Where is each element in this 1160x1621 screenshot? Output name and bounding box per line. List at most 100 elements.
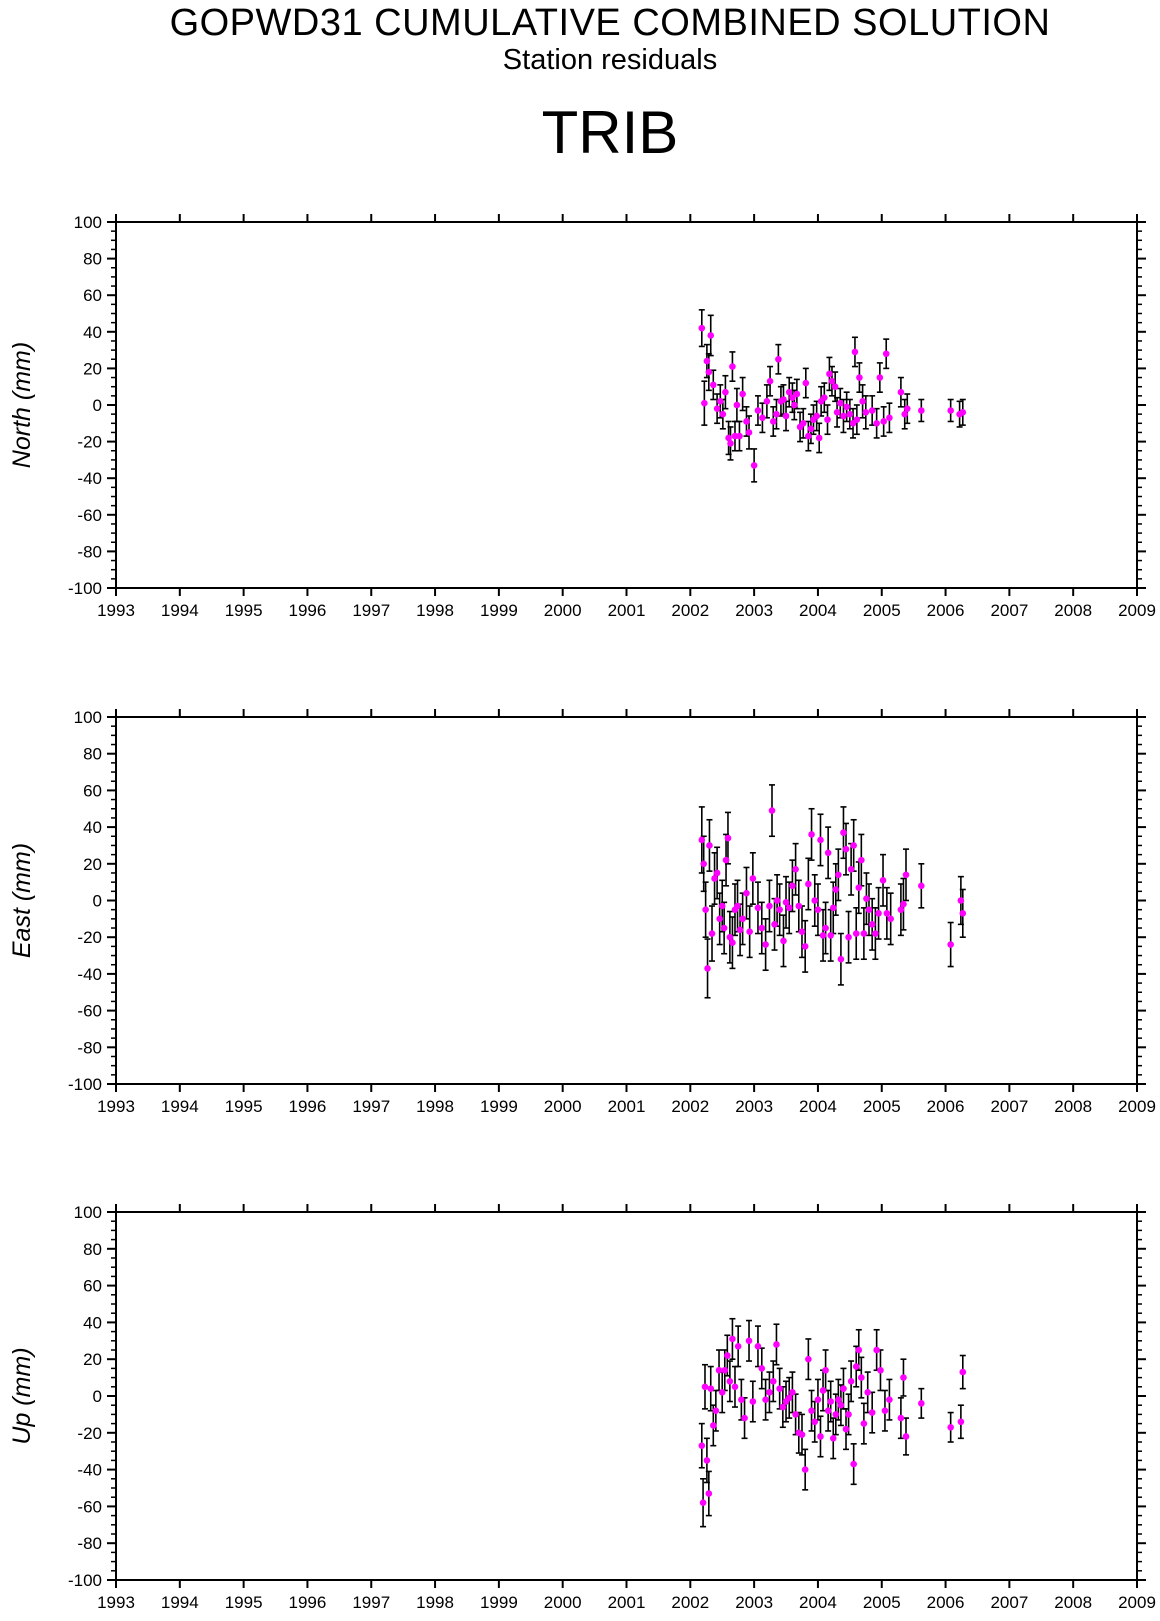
east-data-point xyxy=(789,882,796,890)
up-data-point xyxy=(758,1365,766,1372)
up-data-point xyxy=(827,1398,834,1405)
north-x-tick-label: 1998 xyxy=(416,601,454,620)
up-data-point xyxy=(726,1377,734,1385)
north-y-axis-label: North (mm) xyxy=(8,342,36,468)
up-data-point xyxy=(792,1411,799,1418)
up-data-point xyxy=(886,1396,893,1403)
east-data-point xyxy=(773,897,781,904)
east-data-point xyxy=(863,895,870,902)
up-data-point xyxy=(847,1377,855,1385)
up-data-point xyxy=(749,1398,757,1405)
north-data-point xyxy=(799,420,807,427)
east-data-point xyxy=(754,904,762,912)
up-y-tick-label: 0 xyxy=(93,1387,102,1406)
east-data-point xyxy=(868,921,876,928)
up-data-point xyxy=(900,1374,907,1381)
north-data-point xyxy=(918,407,925,414)
north-x-tick-label: 1994 xyxy=(161,601,199,620)
up-data-point xyxy=(842,1425,850,1433)
east-x-tick-label: 2004 xyxy=(799,1097,837,1116)
north-data-point xyxy=(763,398,771,405)
up-data-point xyxy=(902,1433,910,1440)
east-x-tick-label: 2002 xyxy=(671,1097,709,1116)
east-data-point xyxy=(918,882,925,890)
east-data-point xyxy=(845,933,852,941)
up-data-point xyxy=(738,1396,745,1403)
east-data-point xyxy=(817,836,824,844)
up-data-point xyxy=(699,1499,707,1507)
north-data-point xyxy=(709,381,717,389)
east-data-point xyxy=(808,831,815,838)
east-data-point xyxy=(771,921,778,928)
north-data-point xyxy=(903,405,911,412)
east-y-tick-label: 20 xyxy=(83,855,102,874)
east-data-point xyxy=(811,897,819,904)
north-y-tick-label: -20 xyxy=(77,433,102,452)
north-data-point xyxy=(805,432,812,440)
up-x-tick-label: 2003 xyxy=(735,1593,773,1612)
up-data-point xyxy=(801,1466,809,1473)
north-data-point xyxy=(868,407,876,414)
north-data-point xyxy=(782,412,790,420)
east-data-point xyxy=(749,875,757,882)
up-data-point xyxy=(817,1433,824,1440)
east-data-point xyxy=(860,930,868,937)
east-x-tick-label: 2008 xyxy=(1054,1097,1092,1116)
up-data-point xyxy=(829,1435,837,1442)
up-data-point xyxy=(957,1418,965,1426)
up-data-point xyxy=(766,1389,773,1396)
north-data-point xyxy=(713,405,721,412)
east-data-point xyxy=(729,939,736,947)
up-data-point xyxy=(709,1422,717,1429)
up-x-tick-label: 2001 xyxy=(608,1593,646,1612)
up-data-point xyxy=(864,1389,872,1396)
east-data-point xyxy=(822,924,829,932)
north-x-tick-label: 2001 xyxy=(608,601,646,620)
east-data-point xyxy=(883,910,891,917)
east-data-point xyxy=(726,933,734,941)
east-data-point xyxy=(702,906,709,913)
east-data-point xyxy=(805,880,812,888)
east-y-tick-label: -20 xyxy=(77,928,102,947)
north-y-tick-label: 60 xyxy=(83,286,102,305)
east-x-tick-label: 1993 xyxy=(97,1097,135,1116)
north-y-tick-label: 80 xyxy=(83,250,102,269)
up-x-tick-label: 1999 xyxy=(480,1593,518,1612)
north-y-tick-label: -80 xyxy=(77,542,102,561)
north-data-point xyxy=(897,388,905,396)
sub-title: Station residuals xyxy=(502,44,718,76)
east-data-point xyxy=(792,866,799,873)
east-data-point xyxy=(711,875,718,882)
up-x-tick-label: 2005 xyxy=(863,1593,901,1612)
up-data-point xyxy=(877,1366,884,1374)
east-x-tick-label: 1995 xyxy=(225,1097,263,1116)
north-data-point xyxy=(780,396,787,403)
east-data-point xyxy=(829,904,837,912)
up-data-point xyxy=(805,1355,812,1363)
up-data-point xyxy=(822,1366,829,1374)
north-y-tick-label: 20 xyxy=(83,359,102,378)
north-data-point xyxy=(743,418,750,425)
east-data-point xyxy=(842,845,850,853)
north-data-point xyxy=(719,410,727,418)
up-x-tick-label: 1995 xyxy=(225,1593,263,1612)
up-data-point xyxy=(868,1409,876,1416)
north-x-tick-label: 1995 xyxy=(225,601,263,620)
east-data-point xyxy=(858,856,865,864)
north-data-point xyxy=(802,379,810,387)
east-data-point xyxy=(847,866,855,873)
north-data-point xyxy=(789,394,796,401)
east-y-tick-label: -40 xyxy=(77,965,102,984)
east-data-point xyxy=(827,932,834,939)
east-data-point xyxy=(713,869,721,877)
up-data-point xyxy=(918,1400,925,1407)
east-data-point xyxy=(698,836,706,844)
north-data-point xyxy=(773,410,780,418)
up-data-point xyxy=(715,1366,723,1374)
east-data-point xyxy=(739,915,746,923)
east-data-point xyxy=(801,943,809,950)
east-data-point xyxy=(959,910,967,917)
east-data-point xyxy=(897,906,905,913)
north-data-series xyxy=(698,309,967,483)
east-data-point xyxy=(758,924,766,932)
